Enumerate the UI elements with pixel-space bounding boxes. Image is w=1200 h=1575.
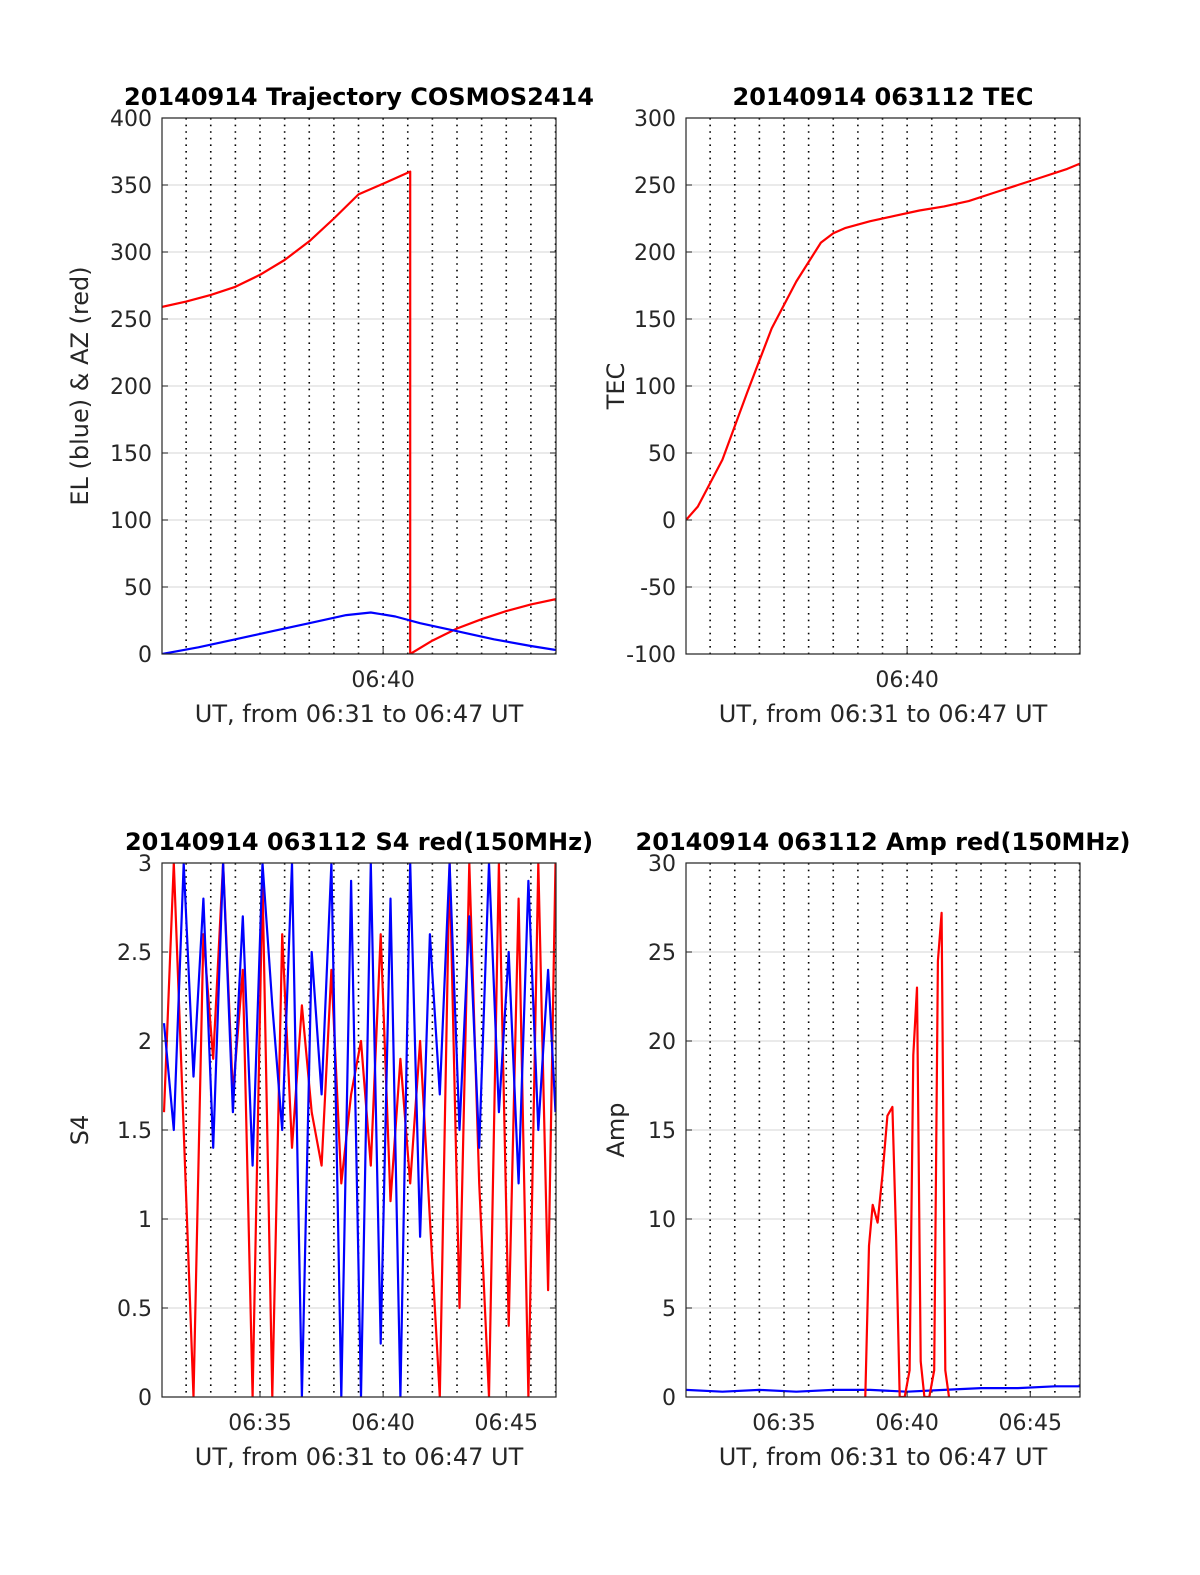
panel-title: 20140914 063112 Amp red(150MHz) (636, 828, 1131, 856)
y-tick-label: 250 (634, 174, 676, 199)
y-tick-label: 100 (634, 375, 676, 400)
x-tick-label: 06:40 (875, 1411, 938, 1436)
y-tick-label: 0 (662, 1386, 676, 1411)
y-tick-label: 0 (138, 1386, 152, 1411)
y-tick-label: 150 (634, 308, 676, 333)
y-tick-label: 50 (648, 442, 676, 467)
y-tick-label: 350 (110, 174, 152, 199)
y-tick-label: -50 (640, 576, 676, 601)
trajectory-panel: 0 50 100 150 200 250 300 350 400 06:40 20140914 T… (66, 83, 594, 728)
x-tick-label: 06:40 (875, 668, 938, 693)
y-tick-label: 300 (110, 241, 152, 266)
x-axis-label: UT, from 06:31 to 06:47 UT (719, 700, 1048, 728)
panel-title: 20140914 063112 TEC (733, 83, 1034, 111)
y-tick-label: 0.5 (117, 1297, 152, 1322)
x-tick-label: 06:40 (351, 1411, 414, 1436)
y-tick-label: 150 (110, 442, 152, 467)
y-axis-label: S4 (66, 1115, 94, 1146)
red-series-line (162, 170, 556, 654)
y-tick-label: 250 (110, 308, 152, 333)
panel-title: 20140914 063112 S4 red(150MHz) (125, 828, 593, 856)
red-series-line (686, 162, 1080, 521)
y-tick-label: 20 (648, 1030, 676, 1055)
y-tick-label: 100 (110, 509, 152, 534)
y-tick-label: 10 (648, 1208, 676, 1233)
red-series-line (864, 911, 951, 1397)
y-tick-label: 400 (110, 107, 152, 132)
x-tick-label: 06:45 (475, 1411, 538, 1436)
y-tick-label: 5 (662, 1297, 676, 1322)
amp-panel: 0 5 10 15 20 25 30 06:35 06:40 06:45 20140914 063… (602, 828, 1130, 1471)
y-tick-label: 200 (110, 375, 152, 400)
tec-panel: -100 -50 0 50 100 150 200 250 300 06:40 20140914 … (602, 83, 1081, 728)
y-tick-label: 50 (124, 576, 152, 601)
blue-series-line (162, 863, 556, 1397)
x-axis-label: UT, from 06:31 to 06:47 UT (195, 700, 524, 728)
x-tick-label: 06:40 (351, 668, 414, 693)
x-tick-label: 06:35 (228, 1411, 291, 1436)
y-tick-label: -100 (626, 643, 676, 668)
y-tick-label: 0 (138, 643, 152, 668)
blue-series-line (686, 1385, 1080, 1393)
panel-title: 20140914 Trajectory COSMOS2414 (124, 83, 594, 111)
y-axis-label: EL (blue) & AZ (red) (66, 266, 94, 505)
y-tick-label: 2 (138, 1030, 152, 1055)
y-tick-label: 30 (648, 852, 676, 877)
x-axis-label: UT, from 06:31 to 06:47 UT (719, 1443, 1048, 1471)
x-tick-label: 06:35 (752, 1411, 815, 1436)
y-axis-label: TEC (602, 363, 630, 411)
y-tick-label: 15 (648, 1119, 676, 1144)
s4-panel: 0 0.5 1 1.5 2 2.5 3 06:35 06:40 06:45 20140914 06… (66, 828, 593, 1471)
y-tick-label: 25 (648, 941, 676, 966)
x-tick-label: 06:45 (999, 1411, 1062, 1436)
y-tick-label: 0 (662, 509, 676, 534)
x-axis-label: UT, from 06:31 to 06:47 UT (195, 1443, 524, 1471)
y-tick-label: 3 (138, 852, 152, 877)
y-tick-label: 200 (634, 241, 676, 266)
y-tick-label: 2.5 (117, 941, 152, 966)
y-tick-label: 300 (634, 107, 676, 132)
y-tick-label: 1.5 (117, 1119, 152, 1144)
y-tick-label: 1 (138, 1208, 152, 1233)
y-axis-label: Amp (602, 1102, 630, 1157)
blue-series-line (162, 611, 556, 654)
